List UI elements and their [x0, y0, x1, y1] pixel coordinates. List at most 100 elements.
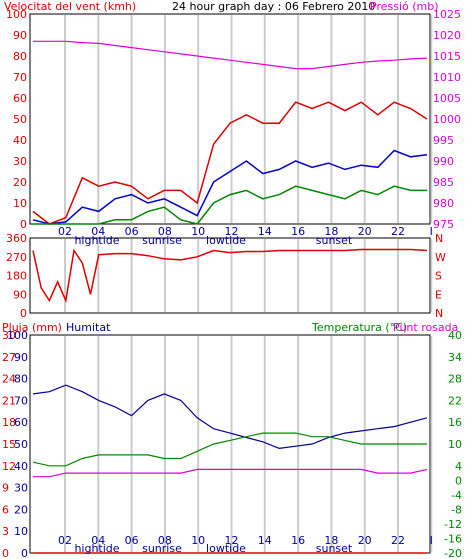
wind-speed-tick-label: 10 — [13, 197, 27, 210]
temperature-axis-title: Temperatura (°C) — [311, 321, 407, 334]
wind-speed-tick-label: 60 — [13, 92, 27, 105]
wind-series-avg — [32, 149, 428, 225]
humidity-tick-label: 70 — [14, 394, 28, 407]
rain-tick-label: 3 — [2, 525, 9, 538]
rain-tick-label: 21 — [2, 394, 16, 407]
wind-annotation-label: hightide — [74, 234, 119, 247]
direction-tick-label: 270 — [6, 251, 27, 264]
temperature-tick-label: -8 — [451, 503, 462, 516]
wind-speed-tick-label: 80 — [13, 50, 27, 63]
climate-x-tick-label: 10 — [191, 534, 205, 547]
wind-x-tick-label: 02 — [58, 225, 72, 238]
rain-tick-label: 6 — [2, 503, 9, 516]
pressure-tick-label: 975 — [433, 218, 454, 231]
wind-annotation-label: sunset — [316, 234, 353, 247]
humidity-tick-label: 100 — [7, 329, 28, 342]
climate-x-tick-label: 22 — [391, 534, 405, 547]
wind-speed-tick-label: 100 — [6, 8, 27, 21]
compass-label: S — [435, 270, 442, 283]
rain-tick-label: 9 — [2, 482, 9, 495]
compass-label: N — [435, 232, 443, 245]
compass-label: N — [435, 307, 443, 320]
climate-x-tick-label: I — [430, 534, 433, 547]
climate-x-tick-label: 04 — [91, 534, 105, 547]
temperature-tick-label: 22 — [448, 394, 462, 407]
wind-x-tick-label: I — [430, 225, 433, 238]
rain-tick-label: 30 — [2, 329, 16, 342]
temperature-tick-label: 40 — [448, 329, 462, 342]
dewpoint-series-line — [33, 468, 428, 478]
climate-annotation-label: lowtide — [206, 542, 246, 555]
climate-x-tick-label: 20 — [358, 534, 372, 547]
dewpoint-axis-title: Punt rosada — [393, 321, 458, 334]
rain-tick-label: 0 — [2, 547, 9, 559]
wind-speed-tick-label: 50 — [13, 113, 27, 126]
wind-speed-tick-label: 40 — [13, 134, 27, 147]
temperature-tick-label: 4 — [455, 460, 462, 473]
humidity-axis-title: Humitat — [66, 321, 111, 334]
compass-label: E — [435, 288, 442, 301]
temperature-tick-label: 16 — [448, 416, 462, 429]
wind-x-tick-label: 04 — [91, 225, 105, 238]
temperature-tick-label: -4 — [451, 489, 462, 502]
wind-x-tick-label: 08 — [158, 225, 172, 238]
wind-x-tick-label: 14 — [258, 225, 272, 238]
climate-x-tick-label: 02 — [58, 534, 72, 547]
wind-x-tick-label: 06 — [125, 225, 139, 238]
wind-speed-tick-label: 0 — [20, 218, 27, 231]
pressure-series-line — [33, 40, 428, 70]
pressure-tick-label: 980 — [433, 197, 454, 210]
direction-series-line — [32, 248, 428, 304]
wind-series-gust — [32, 101, 428, 225]
temperature-tick-label: 10 — [448, 438, 462, 451]
humidity-tick-label: 80 — [14, 373, 28, 386]
humidity-series-line — [32, 384, 428, 450]
wind-speed-tick-label: 70 — [13, 71, 27, 84]
wind-series-low — [33, 185, 427, 225]
pressure-tick-label: 1005 — [433, 92, 461, 105]
wind-speed-axis-title: Velocitat del vent (kmh) — [4, 0, 136, 13]
temperature-tick-label: 34 — [448, 351, 462, 364]
pressure-tick-label: 985 — [433, 176, 454, 189]
climate-annotation-label: hightide — [74, 542, 119, 555]
humidity-tick-label: 10 — [14, 525, 28, 538]
direction-tick-label: 90 — [13, 288, 27, 301]
wind-x-tick-label: 20 — [358, 225, 372, 238]
climate-x-tick-label: 06 — [125, 534, 139, 547]
climate-x-tick-label: 08 — [158, 534, 172, 547]
rain-tick-label: 18 — [2, 416, 16, 429]
pressure-tick-label: 1020 — [433, 29, 461, 42]
rain-tick-label: 12 — [2, 460, 16, 473]
climate-x-tick-label: 14 — [258, 534, 272, 547]
humidity-tick-label: 50 — [14, 438, 28, 451]
pressure-tick-label: 1010 — [433, 71, 461, 84]
humidity-tick-label: 60 — [14, 416, 28, 429]
wind-speed-tick-label: 20 — [13, 176, 27, 189]
climate-annotation-label: sunrise — [142, 542, 182, 555]
pressure-tick-label: 1025 — [433, 8, 461, 21]
temperature-tick-label: 0 — [455, 474, 462, 487]
rain-tick-label: 24 — [2, 373, 16, 386]
temperature-tick-label: -16 — [444, 532, 462, 545]
wind-x-tick-label: 12 — [225, 225, 239, 238]
direction-panel-frame — [29, 237, 431, 314]
humidity-tick-label: 30 — [14, 482, 28, 495]
temperature-tick-label: -20 — [444, 547, 462, 559]
temperature-tick-label: 28 — [448, 373, 462, 386]
temperature-series-line — [32, 432, 427, 467]
humidity-tick-label: 40 — [14, 460, 28, 473]
pressure-tick-label: 995 — [433, 134, 454, 147]
direction-tick-label: 0 — [20, 307, 27, 320]
pressure-axis-title: Pressió (mb) — [370, 0, 439, 13]
wind-x-tick-label: 18 — [324, 225, 338, 238]
wind-x-tick-label: 10 — [191, 225, 205, 238]
wind-speed-tick-label: 30 — [13, 155, 27, 168]
rain-tick-label: 15 — [2, 438, 16, 451]
direction-tick-label: 180 — [6, 270, 27, 283]
direction-tick-label: 360 — [6, 232, 27, 245]
pressure-tick-label: 1015 — [433, 50, 461, 63]
rain-axis-title: Pluja (mm) — [2, 321, 62, 334]
rain-tick-label: 27 — [2, 351, 16, 364]
temperature-tick-label: -12 — [444, 518, 462, 531]
climate-x-tick-label: 18 — [324, 534, 338, 547]
